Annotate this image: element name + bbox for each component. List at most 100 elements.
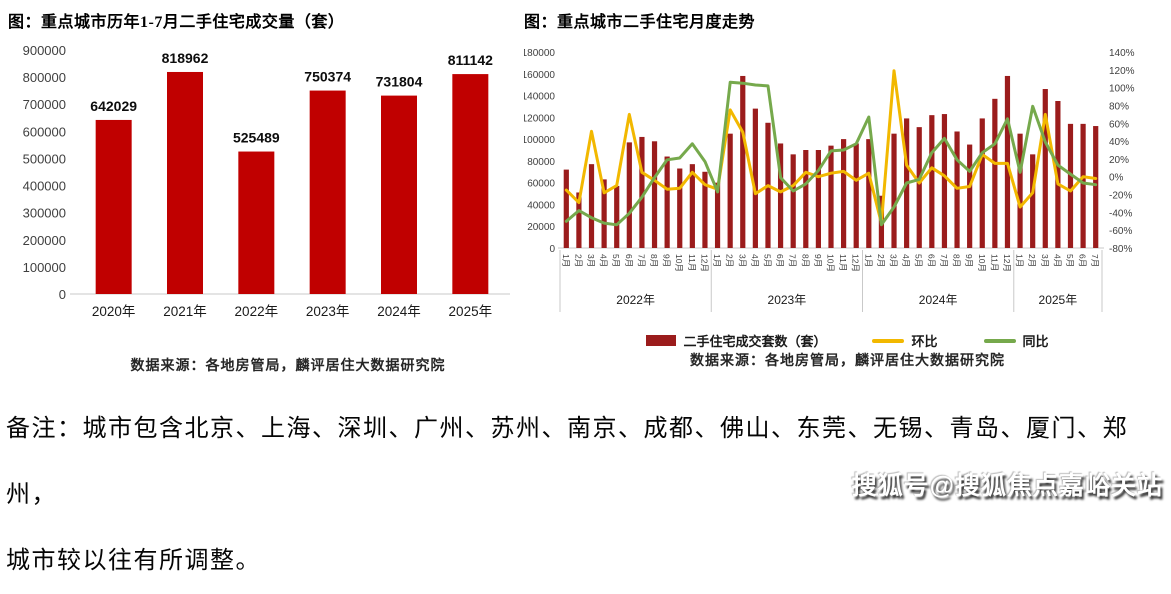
svg-text:2020年: 2020年 (92, 304, 136, 319)
svg-text:2025年: 2025年 (449, 304, 493, 319)
svg-text:6月: 6月 (1078, 254, 1088, 267)
svg-text:6月: 6月 (624, 254, 634, 267)
legend: 二手住宅成交套数（套） 环比 同比 (524, 331, 1171, 350)
svg-text:500000: 500000 (23, 151, 66, 166)
watermark: 搜狐号@搜狐焦点嘉峪关站 (851, 472, 1163, 500)
legend-item-volume: 二手住宅成交套数（套） (646, 331, 826, 350)
svg-text:5月: 5月 (1065, 254, 1075, 267)
svg-text:1月: 1月 (1015, 254, 1025, 267)
svg-text:3月: 3月 (1040, 254, 1050, 267)
svg-text:731804: 731804 (376, 74, 423, 90)
svg-text:750374: 750374 (304, 69, 351, 85)
monthly-chart-title: 图：重点城市二手住宅月度走势 (524, 14, 756, 31)
svg-text:80000: 80000 (527, 157, 555, 168)
svg-text:7月: 7月 (636, 254, 646, 267)
monthly-chart-canvas: 0 20000 40000 60000 80000 100000 120000 140000 1… (522, 48, 1135, 312)
svg-text:12月: 12月 (851, 254, 861, 272)
svg-text:7月: 7月 (1090, 254, 1100, 267)
svg-text:700000: 700000 (23, 97, 66, 112)
svg-text:2024年: 2024年 (377, 304, 421, 319)
svg-text:180000: 180000 (524, 48, 555, 59)
svg-text:300000: 300000 (23, 206, 66, 221)
svg-text:-60%: -60% (1109, 226, 1132, 237)
svg-text:6月: 6月 (926, 254, 936, 267)
svg-text:2月: 2月 (573, 254, 583, 267)
svg-text:-40%: -40% (1109, 208, 1132, 219)
svg-text:818962: 818962 (162, 50, 209, 66)
monthly-trend-chart: 图：重点城市二手住宅月度走势 0 20000 40000 60000 80000 1000… (522, 8, 1171, 370)
svg-text:642029: 642029 (90, 98, 137, 114)
svg-text:10月: 10月 (977, 254, 987, 272)
svg-text:2021年: 2021年 (163, 304, 207, 319)
svg-text:60000: 60000 (527, 179, 555, 190)
svg-text:0: 0 (549, 244, 555, 255)
svg-text:8月: 8月 (649, 254, 659, 267)
svg-text:11月: 11月 (838, 254, 848, 271)
legend-item-mom: 环比 (872, 331, 938, 350)
mom-line-swatch-icon (872, 338, 905, 343)
svg-text:2月: 2月 (876, 254, 886, 267)
svg-text:8月: 8月 (952, 254, 962, 267)
svg-text:1月: 1月 (863, 254, 873, 267)
svg-text:10月: 10月 (826, 254, 836, 272)
annual-sales-bar-chart: 图：重点城市历年1-7月二手住宅成交量（套） 0 100000 200000 3000… (8, 8, 513, 375)
svg-text:4月: 4月 (599, 254, 609, 267)
svg-text:3月: 3月 (889, 254, 899, 267)
annual-chart-title: 图：重点城市历年1-7月二手住宅成交量（套） (8, 14, 345, 31)
svg-text:2月: 2月 (1027, 254, 1037, 267)
svg-text:8月: 8月 (800, 254, 810, 267)
svg-text:0: 0 (59, 287, 66, 302)
monthly-chart-source: 数据来源：各地房管局，麟评居住大数据研究院 (690, 354, 1005, 369)
svg-text:1月: 1月 (712, 254, 722, 267)
legend-item-yoy: 同比 (983, 331, 1049, 350)
svg-text:2022年: 2022年 (616, 293, 655, 307)
svg-text:4月: 4月 (750, 254, 760, 267)
svg-text:20000: 20000 (527, 222, 555, 233)
svg-text:4月: 4月 (1052, 254, 1062, 267)
svg-text:11月: 11月 (989, 254, 999, 271)
svg-text:100%: 100% (1109, 84, 1135, 95)
legend-mom-label: 环比 (911, 334, 938, 349)
svg-text:40000: 40000 (527, 200, 555, 211)
svg-text:800000: 800000 (23, 70, 66, 85)
svg-text:2月: 2月 (725, 254, 735, 267)
bar-swatch-icon (646, 335, 677, 346)
svg-text:2024年: 2024年 (919, 293, 958, 307)
svg-text:100000: 100000 (23, 260, 66, 275)
svg-text:4月: 4月 (901, 254, 911, 267)
svg-text:9月: 9月 (662, 254, 672, 267)
svg-text:100000: 100000 (524, 135, 555, 146)
footnote-line-1: 备注：城市包含北京、上海、深圳、广州、苏州、南京、成都、佛山、东莞、无锡、青岛、… (6, 416, 1128, 508)
svg-text:5月: 5月 (914, 254, 924, 267)
yoy-line-swatch-icon (983, 338, 1016, 343)
svg-text:5月: 5月 (611, 254, 621, 267)
svg-text:10月: 10月 (674, 254, 684, 272)
svg-text:600000: 600000 (23, 124, 66, 139)
svg-text:12月: 12月 (1002, 254, 1012, 272)
svg-text:160000: 160000 (524, 70, 555, 81)
svg-text:9月: 9月 (964, 254, 974, 267)
annual-chart-source: 数据来源：各地房管局，麟评居住大数据研究院 (130, 359, 446, 374)
svg-text:60%: 60% (1109, 119, 1129, 130)
svg-text:140000: 140000 (524, 92, 555, 103)
svg-text:1月: 1月 (561, 254, 571, 267)
svg-text:900000: 900000 (23, 43, 66, 58)
svg-text:80%: 80% (1109, 101, 1129, 112)
svg-text:2023年: 2023年 (306, 304, 350, 319)
svg-text:120%: 120% (1109, 66, 1135, 77)
annual-bar-chart-canvas: 0 100000 200000 300000 400000 500000 600000 700… (23, 43, 510, 319)
svg-text:200000: 200000 (23, 233, 66, 248)
footnote-line-2: 城市较以往有所调整。 (6, 548, 261, 574)
svg-text:12月: 12月 (699, 254, 709, 272)
svg-text:9月: 9月 (813, 254, 823, 267)
svg-text:-20%: -20% (1109, 191, 1132, 202)
svg-text:3月: 3月 (586, 254, 596, 267)
svg-text:400000: 400000 (23, 179, 66, 194)
svg-text:2023年: 2023年 (768, 293, 807, 307)
svg-text:3月: 3月 (737, 254, 747, 267)
svg-text:525489: 525489 (233, 130, 280, 146)
svg-text:120000: 120000 (524, 113, 555, 124)
svg-text:-80%: -80% (1109, 244, 1132, 255)
svg-text:140%: 140% (1109, 48, 1135, 59)
svg-text:2025年: 2025年 (1039, 293, 1078, 307)
